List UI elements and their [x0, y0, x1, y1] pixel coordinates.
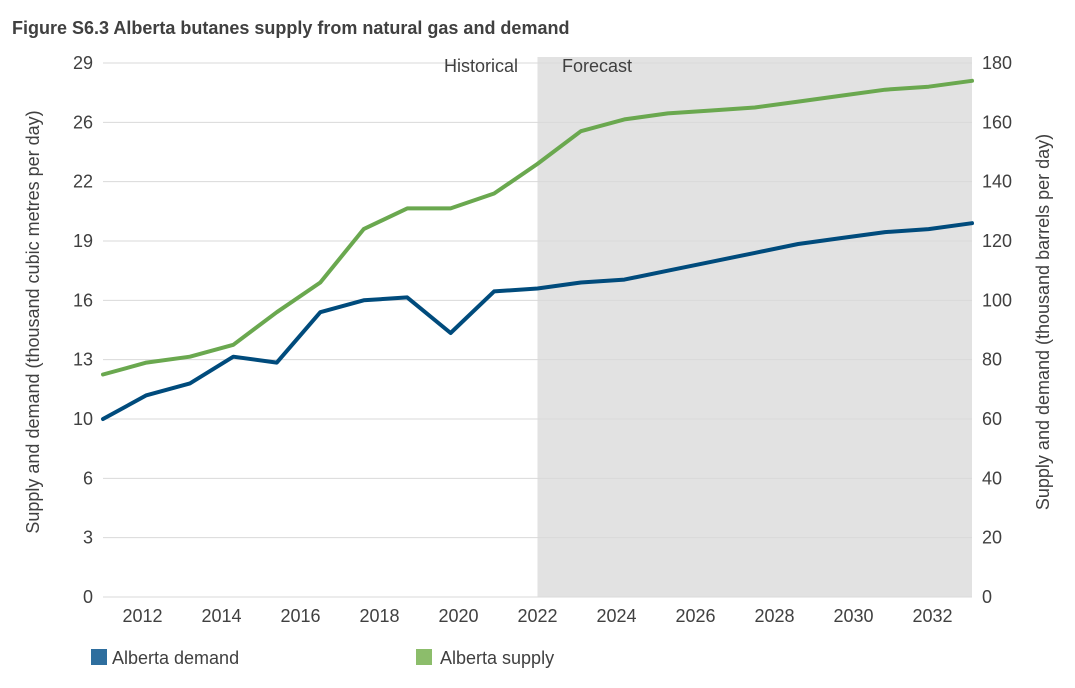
- forecast-region: [537, 57, 972, 597]
- right-tick-label: 40: [982, 468, 1002, 488]
- series-line-alberta-demand: [101, 221, 974, 421]
- x-axis-ticks: 2012 2014 2016 2018 2020 2022 2024 2026 2028 2030…: [122, 606, 952, 626]
- legend-swatch-alberta-demand: [91, 649, 107, 665]
- right-axis-ticks: 0 20 40 60 80 100 120 140 160 180: [982, 53, 1012, 607]
- left-tick-label: 13: [73, 350, 93, 370]
- x-tick-label: 2022: [517, 606, 557, 626]
- chart-title: Figure S6.3 Alberta butanes supply from …: [12, 18, 569, 38]
- legend-label-alberta-supply: Alberta supply: [440, 648, 554, 668]
- x-tick-label: 2024: [596, 606, 636, 626]
- right-tick-label: 0: [982, 587, 992, 607]
- x-tick-label: 2014: [201, 606, 241, 626]
- left-tick-label: 29: [73, 53, 93, 73]
- region-label-forecast: Forecast: [562, 56, 632, 76]
- left-axis-ticks: 0 3 6 10 13 16 19 22 26 29: [73, 53, 93, 607]
- region-label-historical: Historical: [444, 56, 518, 76]
- left-tick-label: 26: [73, 112, 93, 132]
- legend-item-alberta-supply: Alberta supply: [416, 648, 554, 668]
- legend-swatch-alberta-supply: [416, 649, 432, 665]
- left-tick-label: 3: [83, 528, 93, 548]
- right-tick-label: 60: [982, 409, 1002, 429]
- legend-label-alberta-demand: Alberta demand: [112, 648, 239, 668]
- right-tick-label: 140: [982, 172, 1012, 192]
- right-tick-label: 100: [982, 290, 1012, 310]
- chart-regions: [537, 57, 972, 597]
- right-tick-label: 120: [982, 231, 1012, 251]
- chart-gridlines: [103, 62, 972, 598]
- legend: Alberta demand Alberta supply: [91, 648, 554, 668]
- right-tick-label: 80: [982, 350, 1002, 370]
- x-tick-label: 2032: [912, 606, 952, 626]
- x-tick-label: 2016: [280, 606, 320, 626]
- left-tick-label: 22: [73, 172, 93, 192]
- series-line-alberta-supply: [101, 78, 974, 377]
- left-tick-label: 19: [73, 231, 93, 251]
- right-tick-label: 20: [982, 528, 1002, 548]
- x-tick-label: 2030: [833, 606, 873, 626]
- x-tick-label: 2012: [122, 606, 162, 626]
- left-tick-label: 10: [73, 409, 93, 429]
- right-tick-label: 180: [982, 53, 1012, 73]
- x-tick-label: 2020: [438, 606, 478, 626]
- legend-item-alberta-demand: Alberta demand: [91, 648, 239, 668]
- left-tick-label: 16: [73, 290, 93, 310]
- left-axis-label: Supply and demand (thousand cubic metres…: [23, 110, 43, 533]
- left-tick-label: 6: [83, 468, 93, 488]
- x-tick-label: 2026: [675, 606, 715, 626]
- right-axis-label: Supply and demand (thousand barrels per …: [1033, 134, 1053, 510]
- chart-series: [101, 78, 974, 421]
- left-tick-label: 0: [83, 587, 93, 607]
- right-tick-label: 160: [982, 112, 1012, 132]
- x-tick-label: 2018: [359, 606, 399, 626]
- x-tick-label: 2028: [754, 606, 794, 626]
